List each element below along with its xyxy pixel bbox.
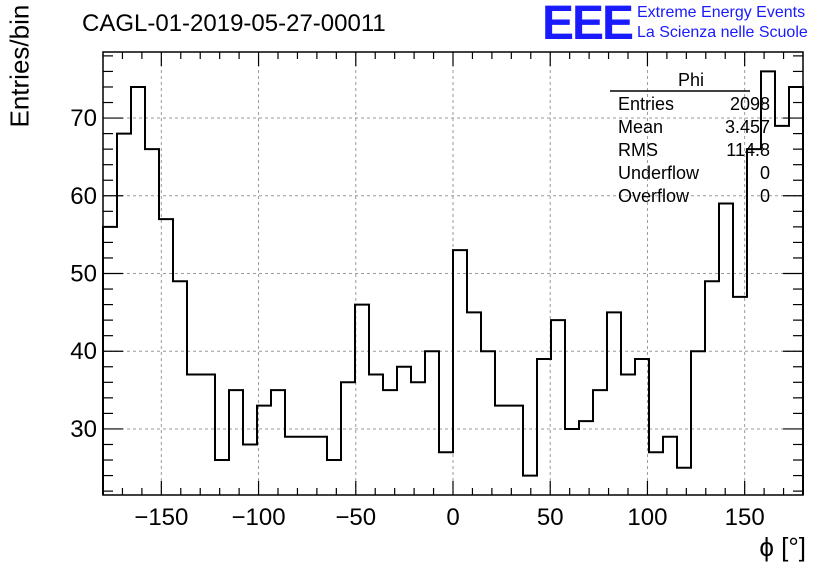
histogram-bin xyxy=(677,468,691,495)
histogram-outline xyxy=(102,70,804,495)
tick-labels: −150 −100 −50 0 50 100 150 30 40 50 60 70 xyxy=(70,105,764,531)
histogram-bin xyxy=(607,312,621,495)
histogram-bin xyxy=(649,452,663,495)
x-tick-label: −100 xyxy=(232,504,286,531)
y-tick-label: 70 xyxy=(70,105,97,132)
stats-label: Entries xyxy=(618,94,675,114)
histogram-bin xyxy=(383,390,397,495)
stats-title-underline xyxy=(610,90,750,92)
histogram-bin xyxy=(341,382,355,495)
x-tick-label: 150 xyxy=(725,504,765,531)
histogram-bin xyxy=(621,375,635,495)
histogram-bin xyxy=(215,460,229,495)
histogram-bin xyxy=(411,382,425,495)
histogram-bin xyxy=(159,219,173,495)
stats-label: Mean xyxy=(618,117,664,137)
y-tick-label: 40 xyxy=(70,338,97,365)
x-tick-label: −150 xyxy=(134,504,188,531)
stats-title: Phi xyxy=(677,70,704,90)
histogram-bin xyxy=(145,149,159,495)
histogram-bin xyxy=(789,87,803,495)
histogram-bin xyxy=(439,452,453,495)
histogram-bin xyxy=(299,437,313,495)
histogram-bin xyxy=(285,437,299,495)
histogram-bin xyxy=(551,320,565,495)
y-tick-label: 60 xyxy=(70,183,97,210)
histogram-bin xyxy=(593,390,607,495)
histogram-bin xyxy=(481,351,495,495)
stats-value: 2098 xyxy=(729,94,770,114)
histogram-bin xyxy=(775,126,789,495)
histogram-bin xyxy=(635,359,649,495)
stats-value: 0 xyxy=(759,186,770,206)
histogram-series xyxy=(102,70,804,495)
stats-value: 3.457 xyxy=(724,117,770,137)
histogram-bin xyxy=(327,460,341,495)
histogram-bin xyxy=(397,367,411,495)
stats-box: Phi Entries 2098 Mean 3.457 RMS 114.8 Un… xyxy=(610,70,772,210)
logo-line-2: La Scienza nelle Scuole xyxy=(637,24,808,41)
histogram-bin xyxy=(663,437,677,495)
histogram-bin xyxy=(453,250,467,495)
x-tick-label: 100 xyxy=(627,504,667,531)
x-axis-label: ϕ [°] xyxy=(759,532,806,562)
histogram-bin xyxy=(131,87,145,495)
histogram-bin xyxy=(229,390,243,495)
histogram-bin xyxy=(733,297,747,495)
histogram-bin xyxy=(523,476,537,495)
eee-logo: EEE xyxy=(542,0,634,50)
y-tick-label: 50 xyxy=(70,261,97,288)
x-tick-label: −50 xyxy=(335,504,376,531)
stats-value: 0 xyxy=(759,163,770,183)
y-axis-label-text: Entries/bin xyxy=(4,4,35,128)
histogram-bin xyxy=(565,429,579,495)
histogram-bin xyxy=(117,134,131,495)
stats-value: 114.8 xyxy=(726,140,770,160)
histogram-bin xyxy=(579,421,593,495)
histogram-bin xyxy=(243,444,257,495)
axis-ticks xyxy=(103,52,803,495)
histogram-bin xyxy=(201,375,215,495)
grid-lines xyxy=(103,52,803,495)
histogram-bin xyxy=(271,390,285,495)
histogram-bin xyxy=(313,437,327,495)
logo-line-1: Extreme Energy Events xyxy=(637,4,806,21)
histogram-bin xyxy=(509,406,523,495)
stats-label: Underflow xyxy=(618,163,700,183)
histogram-bin xyxy=(719,204,733,495)
y-tick-label: 30 xyxy=(70,416,97,443)
chart-title: CAGL-01-2019-05-27-00011 xyxy=(82,10,386,37)
x-tick-label: 0 xyxy=(446,504,459,531)
histogram-bin xyxy=(369,375,383,495)
histogram-bin xyxy=(103,227,117,495)
histogram-bin xyxy=(705,281,719,495)
x-tick-label: 50 xyxy=(537,504,564,531)
histogram-bin xyxy=(537,359,551,495)
stats-label: Overflow xyxy=(618,186,690,206)
histogram-bin xyxy=(173,281,187,495)
histogram-bin xyxy=(355,305,369,495)
stats-label: RMS xyxy=(618,140,658,160)
histogram-bin xyxy=(691,351,705,495)
histogram-bin xyxy=(467,312,481,495)
histogram-bin xyxy=(425,351,439,495)
histogram-bin xyxy=(495,406,509,495)
histogram-bin xyxy=(187,375,201,495)
